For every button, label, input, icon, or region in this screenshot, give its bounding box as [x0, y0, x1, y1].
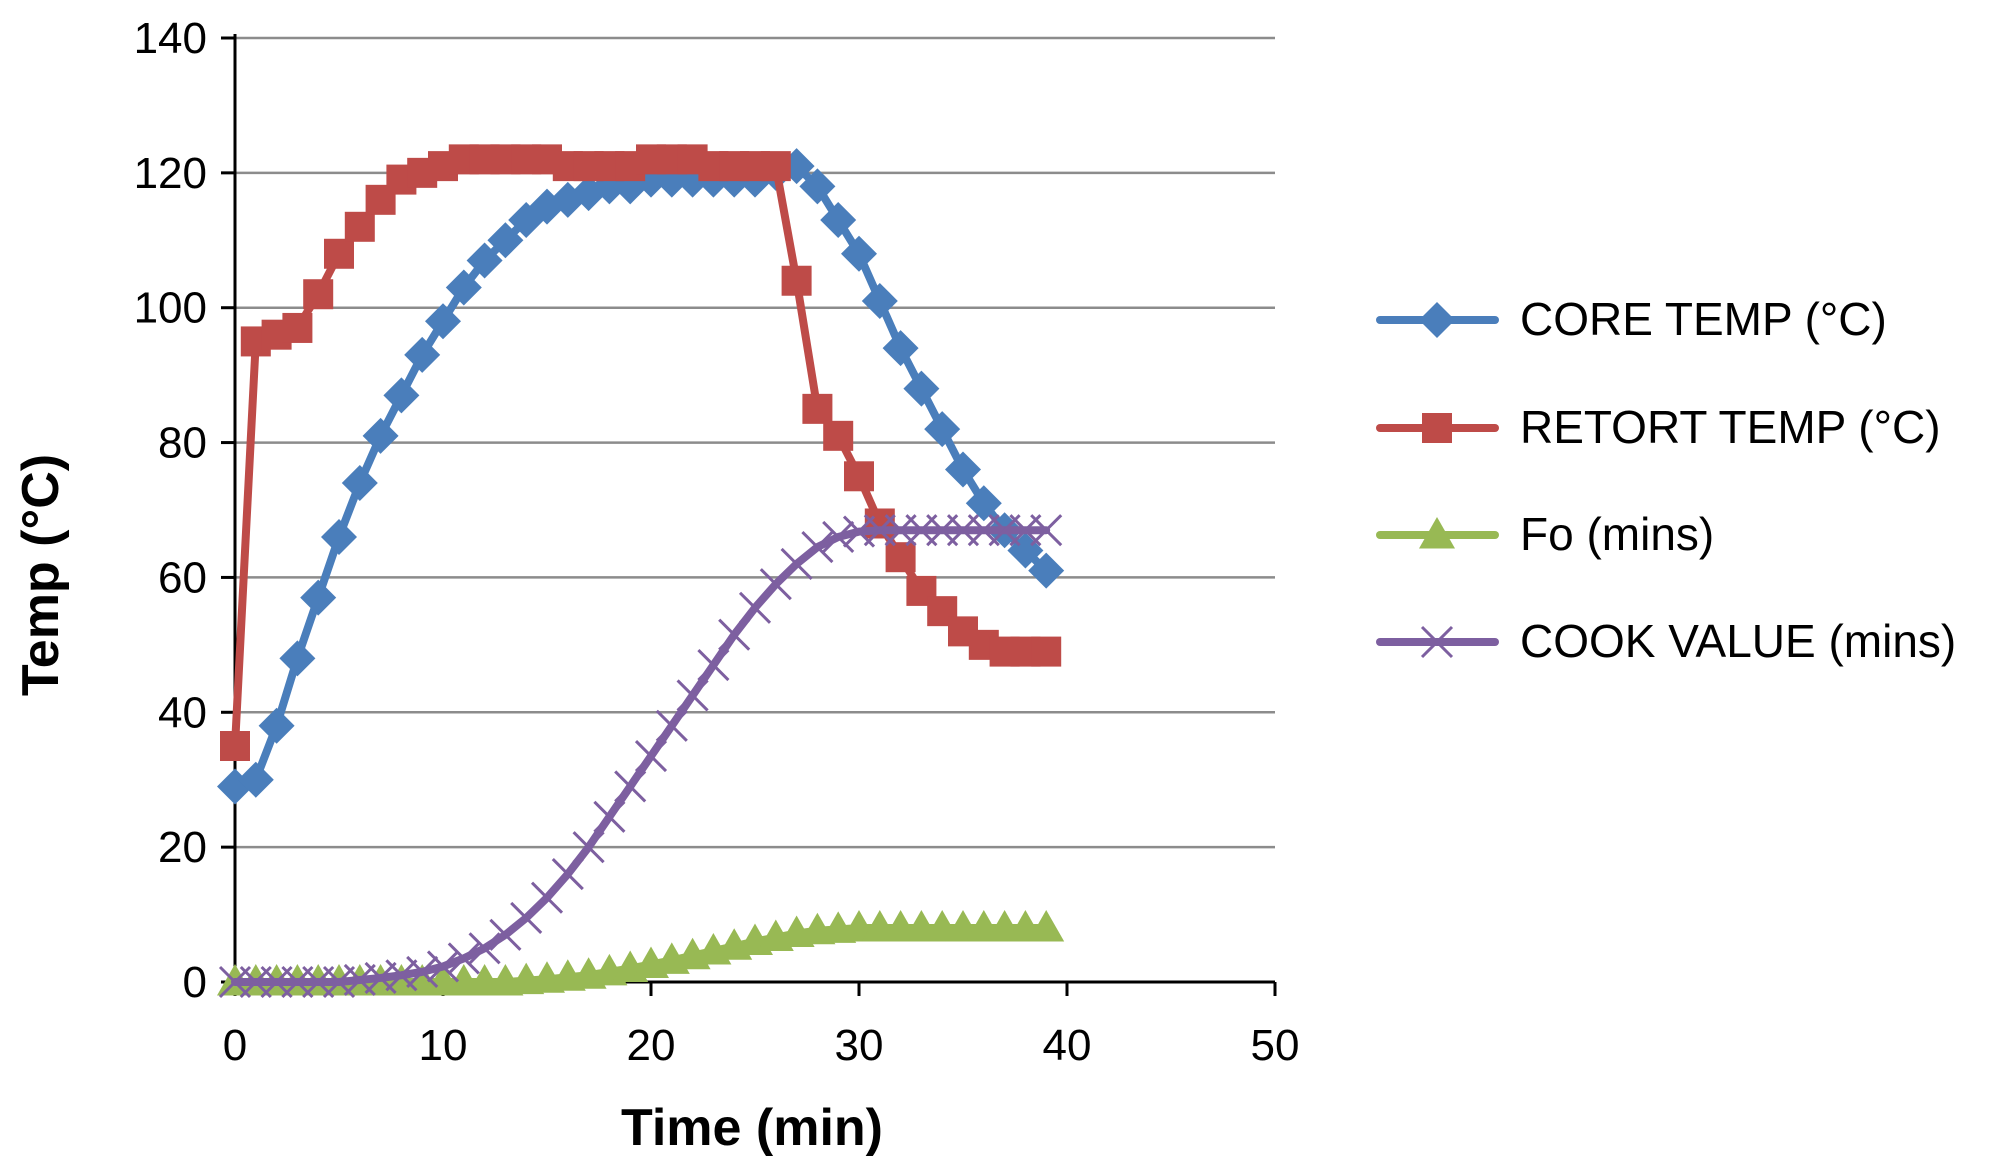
legend-symbol — [1422, 413, 1452, 443]
legend-symbol — [1419, 517, 1455, 549]
legend-item-retort-temp: RETORT TEMP (°C) — [1376, 401, 1941, 453]
legend-symbol — [1419, 302, 1455, 338]
data-point-x — [676, 679, 709, 712]
series-line — [231, 526, 1051, 986]
data-point-x — [593, 800, 626, 833]
y-tick-label: 20 — [158, 823, 207, 872]
data-point-diamond — [362, 417, 399, 454]
y-tick-label: 40 — [158, 688, 207, 737]
x-tick-label: 20 — [627, 1021, 676, 1070]
data-point-x — [447, 942, 480, 975]
legend-label-fo: Fo (mins) — [1520, 508, 1714, 560]
x-tick-labels: 0 10 20 30 40 50 — [223, 1021, 1300, 1070]
data-point-square — [344, 211, 375, 242]
x-tick-label: 40 — [1043, 1021, 1092, 1070]
y-tick-label: 60 — [158, 553, 207, 602]
data-point-x — [780, 547, 813, 581]
series-3 — [218, 514, 1063, 999]
data-point-diamond — [882, 330, 919, 367]
legend-label-retort-temp: RETORT TEMP (°C) — [1520, 401, 1941, 453]
data-point-diamond — [965, 485, 1002, 522]
data-point-square — [823, 420, 854, 451]
data-point-square — [885, 542, 916, 573]
data-point-x — [468, 932, 501, 965]
data-point-square — [303, 279, 334, 310]
data-point-x — [738, 591, 772, 624]
data-point-x — [489, 918, 522, 951]
legend-label-cook-value: COOK VALUE (mins) — [1520, 615, 1956, 667]
data-point-x — [655, 709, 688, 742]
legend: CORE TEMP (°C) RETORT TEMP (°C) Fo (mins… — [1376, 293, 1956, 667]
data-point-diamond — [279, 640, 316, 677]
legend-label-core-temp: CORE TEMP (°C) — [1520, 293, 1887, 345]
data-point-diamond — [321, 518, 357, 555]
data-point-diamond — [425, 303, 461, 340]
data-point-diamond — [841, 235, 877, 272]
legend-marker-triangle-icon — [1376, 517, 1499, 549]
legend-marker-x-icon — [1376, 625, 1499, 659]
x-axis-title: Time (min) — [621, 1099, 883, 1157]
data-point-diamond — [466, 242, 503, 279]
data-point-diamond — [945, 451, 981, 488]
legend-marker-diamond-icon — [1376, 302, 1499, 338]
y-tick-label: 0 — [183, 958, 207, 1007]
data-point-diamond — [799, 168, 836, 205]
data-point-x — [1030, 514, 1063, 547]
data-point-x — [530, 881, 564, 914]
series-line — [231, 155, 1051, 750]
data-point-x — [718, 618, 751, 651]
data-point-triangle — [1028, 910, 1065, 942]
data-point-diamond — [258, 707, 295, 744]
data-point-diamond — [341, 465, 378, 502]
data-point-diamond — [903, 370, 940, 407]
y-tick-label: 80 — [158, 419, 207, 468]
data-point-diamond — [820, 202, 857, 239]
x-tick-label: 0 — [223, 1021, 247, 1070]
data-point-diamond — [404, 336, 441, 373]
data-point-diamond — [383, 377, 420, 414]
y-tick-label: 120 — [134, 149, 207, 198]
y-tick-labels: 0 20 40 60 80 100 120 140 — [134, 14, 207, 1007]
legend-marker-square-icon — [1376, 413, 1499, 443]
data-point-square — [220, 731, 250, 761]
x-tick-label: 10 — [419, 1021, 468, 1070]
data-point-square — [802, 393, 833, 424]
data-point-x — [634, 740, 668, 773]
data-point-diamond — [237, 761, 274, 798]
legend-item-cook-value: COOK VALUE (mins) — [1376, 615, 1956, 667]
data-point-square — [844, 461, 874, 492]
data-point-x — [406, 955, 439, 988]
x-tick-label: 30 — [835, 1021, 884, 1070]
data-point-x — [572, 831, 605, 864]
data-point-x — [551, 858, 584, 891]
y-axis-title: Temp (°C) — [12, 454, 70, 696]
series-1 — [220, 144, 1062, 761]
data-point-square — [282, 312, 313, 343]
data-point-x — [385, 959, 418, 992]
data-point-diamond — [487, 222, 524, 259]
legend-item-core-temp: CORE TEMP (°C) — [1376, 293, 1887, 345]
data-point-square — [781, 265, 812, 296]
data-point-x — [801, 531, 834, 564]
y-tick-label: 140 — [134, 14, 207, 63]
data-point-diamond — [861, 282, 898, 319]
series-0 — [217, 148, 1065, 805]
legend-symbol — [1420, 625, 1454, 659]
data-point-x — [426, 950, 460, 983]
series — [217, 144, 1065, 999]
data-point-square — [1031, 636, 1062, 667]
data-point-square — [760, 151, 791, 182]
data-point-x — [697, 649, 730, 682]
data-point-diamond — [445, 269, 482, 306]
data-point-diamond — [924, 411, 961, 448]
data-point-x — [614, 770, 647, 803]
data-point-diamond — [1028, 552, 1065, 589]
data-point-x — [822, 520, 855, 554]
data-point-square — [324, 238, 354, 269]
data-point-diamond — [300, 579, 337, 616]
legend-item-fo: Fo (mins) — [1376, 508, 1714, 560]
y-tick-label: 100 — [134, 284, 207, 333]
x-tick-label: 50 — [1251, 1021, 1300, 1070]
